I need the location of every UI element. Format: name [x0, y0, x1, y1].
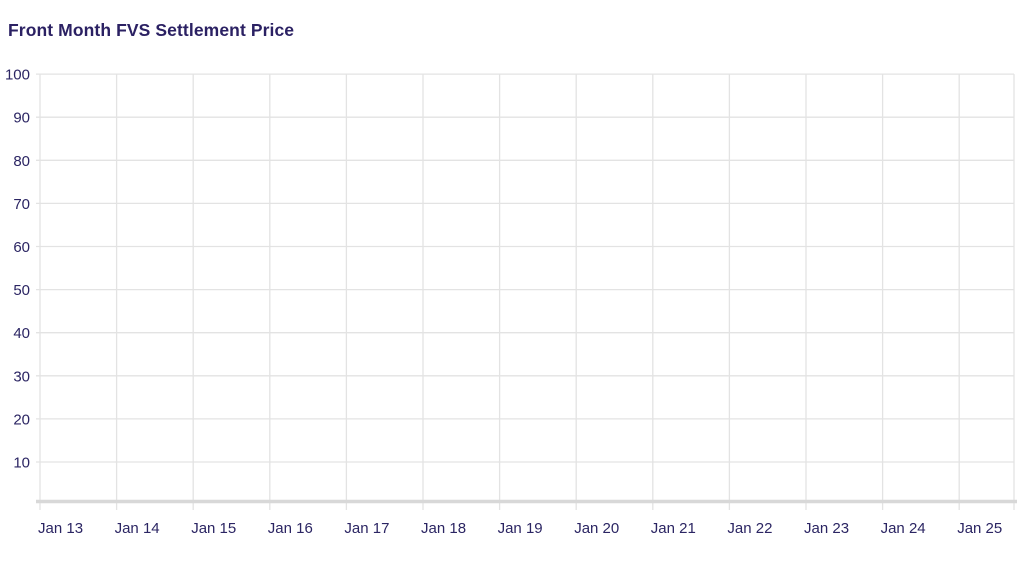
y-axis-tick-label: 80	[13, 153, 30, 170]
x-axis-tick-label: Jan 24	[881, 520, 926, 537]
x-axis-tick-label: Jan 17	[344, 520, 389, 537]
y-axis-tick-label: 90	[13, 110, 30, 127]
x-axis-tick-label: Jan 19	[498, 520, 543, 537]
x-axis-tick-label: Jan 21	[651, 520, 696, 537]
y-axis-tick-label: 100	[5, 67, 30, 84]
y-axis-tick-label: 20	[13, 411, 30, 428]
y-axis-tick-label: 10	[13, 455, 30, 472]
chart-title: Front Month FVS Settlement Price	[8, 20, 295, 40]
x-axis-tick-label: Jan 20	[574, 520, 619, 537]
x-axis-tick-label: Jan 22	[727, 520, 772, 537]
horizontal-gridlines	[36, 73, 1014, 463]
x-axis-tick-label: Jan 18	[421, 520, 466, 537]
x-axis-tick-label: Jan 14	[115, 520, 160, 537]
y-axis-tick-label: 40	[13, 325, 30, 342]
x-axis-tick-label: Jan 13	[38, 520, 83, 537]
y-axis-tick-label: 70	[13, 196, 30, 213]
x-axis-tick-label: Jan 25	[957, 520, 1002, 537]
y-axis-tick-label: 60	[13, 239, 30, 256]
vertical-gridlines	[39, 74, 1015, 510]
x-axis-tick-labels: Jan 13 Jan 14 Jan 15 Jan 16 Jan 17 Jan 18 Jan …	[38, 520, 1002, 537]
x-axis-tick-label: Jan 16	[268, 520, 313, 537]
y-axis-tick-label: 30	[13, 368, 30, 385]
x-axis-tick-label: Jan 23	[804, 520, 849, 537]
y-axis-tick-labels: 10 20 30 40 50 60 70 80 90 100	[5, 67, 30, 472]
x-axis-tick-label: Jan 15	[191, 520, 236, 537]
y-axis-tick-label: 50	[13, 282, 30, 299]
